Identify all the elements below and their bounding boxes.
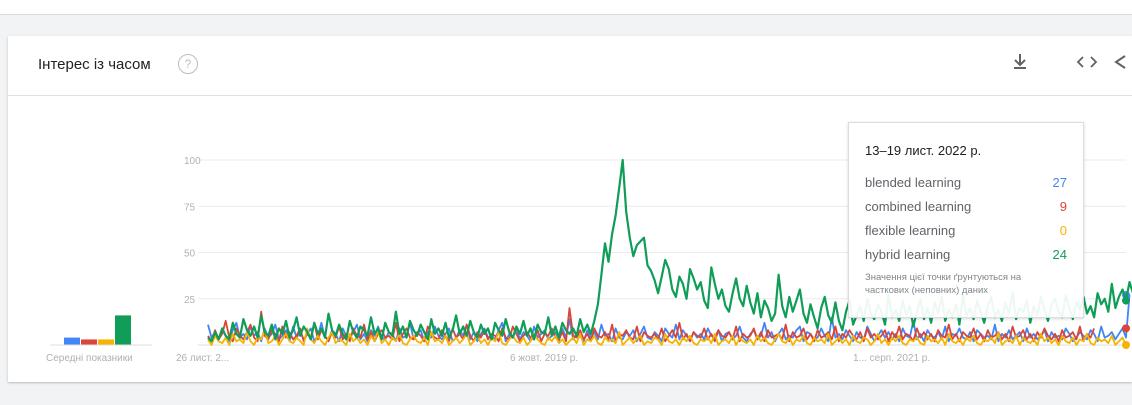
top-bar — [0, 0, 1132, 15]
series-line-combined-learning — [207, 307, 1095, 343]
download-icon[interactable] — [1012, 53, 1028, 71]
tooltip-series-name: combined learning — [865, 199, 972, 214]
tooltip-row-flexible: flexible learning 0 — [865, 223, 1067, 241]
y-tick-label: 100 — [184, 156, 201, 167]
x-tick-labels: 26 лист. 2... 6 жовт. 2019 р. 1... серп. 2… — [176, 353, 930, 364]
average-bar — [115, 315, 131, 345]
average-bar — [81, 339, 97, 345]
embed-icon[interactable] — [1076, 55, 1098, 69]
series-end-point — [1122, 324, 1130, 333]
tooltip-series-value: 9 — [1059, 199, 1067, 214]
average-label: Середні показники — [46, 353, 133, 364]
card-header: Інтерес із часом ? — [8, 36, 1132, 96]
tooltip-series-name: flexible learning — [865, 223, 956, 238]
tooltip-row-hybrid: hybrid learning 24 — [865, 247, 1067, 265]
x-tick-label: 1... серп. 2021 р. — [853, 353, 930, 364]
y-tick-label: 75 — [184, 202, 196, 213]
series-end-point — [1122, 341, 1130, 349]
data-tooltip: 13–19 лист. 2022 р. blended learning 27 … — [848, 122, 1084, 318]
y-tick-labels: 100 75 50 25 — [184, 156, 201, 306]
series-line-flexible-learning — [207, 327, 1127, 346]
help-circle-icon[interactable]: ? — [178, 54, 198, 74]
x-tick-label: 26 лист. 2... — [176, 353, 229, 364]
average-bar — [64, 337, 80, 345]
tooltip-row-combined: combined learning 9 — [865, 199, 1067, 217]
tooltip-series-value: 0 — [1059, 223, 1067, 238]
tooltip-date: 13–19 лист. 2022 р. — [865, 143, 982, 158]
average-bar — [98, 339, 114, 345]
tooltip-series-value: 24 — [1052, 247, 1067, 262]
tooltip-series-name: hybrid learning — [865, 247, 951, 262]
y-tick-label: 50 — [184, 249, 196, 260]
series-end-point — [1122, 296, 1130, 305]
share-icon[interactable] — [1113, 53, 1127, 71]
tooltip-row-blended: blended learning 27 — [865, 175, 1067, 193]
card-title: Інтерес із часом — [38, 56, 151, 73]
y-tick-label: 25 — [184, 295, 196, 306]
tooltip-partial-data-note: Значення цієї точки ґрунтуються на частк… — [865, 272, 1022, 296]
tooltip-series-value: 27 — [1052, 175, 1067, 190]
x-tick-label: 6 жовт. 2019 р. — [510, 353, 578, 364]
tooltip-series-name: blended learning — [865, 175, 962, 190]
average-bars: Середні показники — [46, 315, 152, 364]
